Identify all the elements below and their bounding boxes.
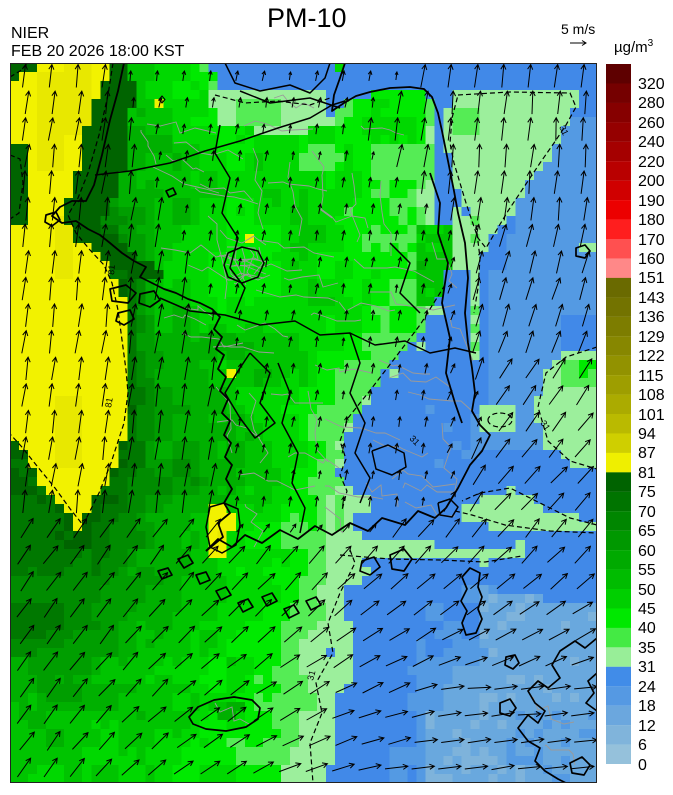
svg-text:31: 31 xyxy=(538,418,552,432)
svg-text:31: 31 xyxy=(305,669,317,681)
svg-text:81: 81 xyxy=(103,397,115,409)
svg-text:31: 31 xyxy=(557,124,570,137)
svg-text:81: 81 xyxy=(106,264,117,275)
